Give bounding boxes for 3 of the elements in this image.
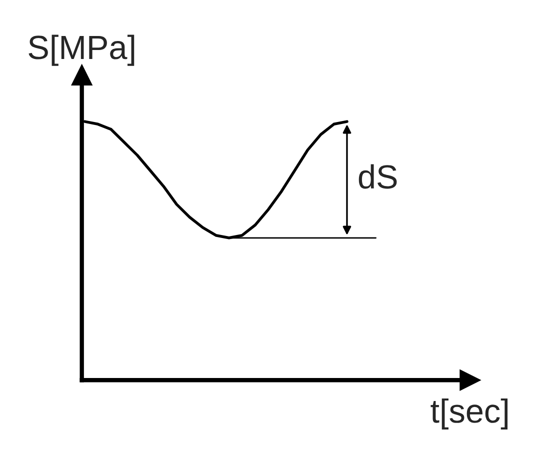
- y-axis-title: S[MPa]: [28, 34, 134, 66]
- x-axis-title: t[sec]: [430, 398, 508, 430]
- text: dS: [358, 164, 397, 189]
